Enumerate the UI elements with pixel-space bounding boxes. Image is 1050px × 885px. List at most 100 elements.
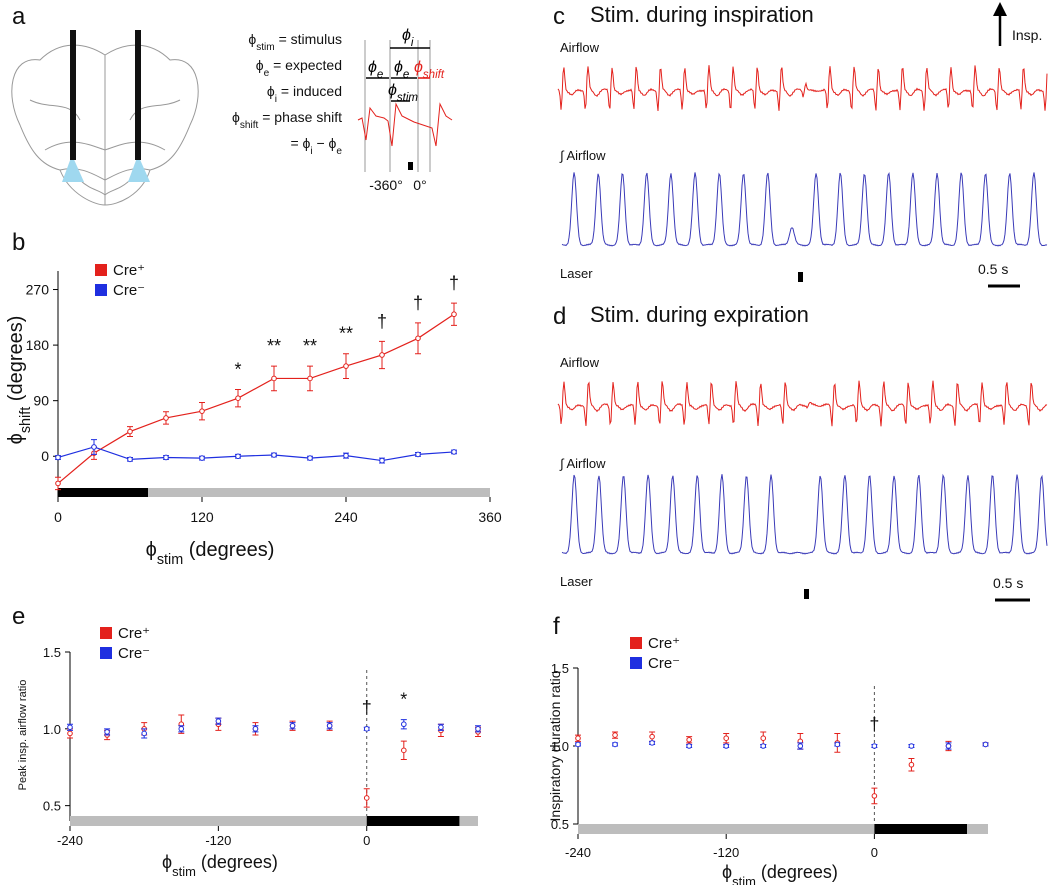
point (475, 726, 481, 732)
text-part: (degrees) (196, 852, 278, 872)
legend-swatch (100, 647, 112, 659)
subscript: e (264, 68, 270, 79)
point (649, 740, 655, 746)
integrated-trace (561, 171, 1048, 247)
arrow-label: Insp. (1012, 27, 1042, 43)
panel-label: f (553, 613, 560, 640)
point (55, 454, 61, 461)
legend-swatch (630, 657, 642, 669)
point (215, 718, 222, 724)
laser-mark (798, 272, 803, 282)
point (612, 741, 618, 748)
point (271, 452, 277, 458)
phase-bar (578, 824, 875, 834)
legend-label: Cre⁺ (113, 262, 145, 279)
text-part: ϕ (162, 852, 172, 872)
panel-title: Stim. during expiration (590, 302, 809, 327)
text-part: = phase shift (258, 109, 342, 125)
point (686, 743, 692, 749)
airflow-trace (557, 65, 1048, 112)
light-cone (128, 155, 150, 182)
integrated-trace (561, 473, 1048, 555)
x-tick-label: 120 (190, 509, 214, 525)
annotation: ** (339, 324, 353, 344)
phase-bar (70, 816, 367, 826)
y-tick-label: 180 (26, 337, 50, 353)
subscript: shift (18, 407, 34, 433)
point (199, 408, 205, 414)
definition: ϕi = induced (267, 83, 342, 105)
y-tick-label: 1.5 (43, 645, 61, 660)
phase-bar (366, 816, 460, 826)
definition: ϕe = expected (256, 57, 342, 79)
annotation: † (377, 311, 387, 331)
point (401, 747, 407, 754)
trace-label: Laser (560, 266, 593, 281)
point (438, 724, 444, 731)
formula: = ϕi − ϕe (290, 135, 342, 157)
point (760, 743, 767, 749)
point (235, 395, 241, 402)
point (401, 721, 407, 728)
point (307, 375, 313, 382)
point (834, 741, 841, 748)
angle-label: 0° (413, 177, 426, 193)
point (379, 352, 385, 358)
point (451, 449, 457, 455)
text-part: = ϕ (290, 135, 310, 151)
text-part: ϕ (248, 31, 256, 47)
annotation: † (869, 714, 879, 734)
point (945, 743, 952, 749)
x-tick-label: 0 (54, 509, 62, 525)
trace-label: Laser (560, 574, 593, 589)
point (127, 456, 133, 463)
y-tick-label: 0.5 (551, 817, 569, 832)
brain-outline (11, 44, 199, 206)
point (415, 335, 421, 342)
legend-swatch (630, 637, 642, 649)
legend-swatch (100, 627, 112, 639)
y-axis-label: ϕshift (degrees) (5, 316, 34, 445)
point (451, 311, 457, 318)
text-part: (degrees) (183, 539, 274, 561)
panel-label: b (12, 229, 25, 256)
point (163, 454, 169, 461)
point (575, 735, 581, 742)
y-axis-label: Peak insp. airflow ratio (17, 680, 29, 791)
series-line (57, 446, 455, 462)
panel-title: Stim. during inspiration (590, 2, 814, 27)
x-tick-label: 240 (334, 509, 358, 525)
point (760, 735, 767, 742)
point (649, 733, 655, 740)
subscript: stim (732, 874, 756, 885)
airflow-trace (557, 380, 1048, 427)
y-tick-label: 1.0 (551, 739, 569, 754)
text-part: ϕ (368, 59, 377, 76)
subscript: i (411, 37, 414, 49)
phase-bar (58, 488, 148, 497)
point (127, 428, 133, 435)
diagram-label: ϕshift (414, 59, 445, 81)
x-axis-label: ϕstim (degrees) (162, 852, 278, 879)
subscript: e (403, 69, 409, 81)
phase-bar (967, 824, 988, 834)
y-tick-label: 1.5 (551, 661, 569, 676)
y-tick-label: 0 (41, 448, 49, 464)
trace-label: ∫ Airflow (559, 148, 606, 163)
x-tick-label: -120 (713, 845, 739, 860)
subscript: e (377, 69, 383, 81)
y-tick-label: 0.5 (43, 799, 61, 814)
text-part: ϕ (722, 862, 732, 882)
optic-fiber (135, 30, 141, 160)
scale-label: 0.5 s (978, 261, 1008, 277)
point (686, 736, 692, 743)
text-part: = expected (269, 57, 342, 73)
legend-label: Cre⁻ (118, 645, 150, 662)
diagram-label: ϕstim (388, 82, 418, 104)
point (178, 726, 185, 732)
phase-bar (148, 488, 490, 497)
annotation: † (362, 697, 372, 717)
text-part: Peak insp. airflow ratio (17, 680, 29, 791)
point (326, 722, 333, 729)
panel-label: c (553, 3, 565, 30)
